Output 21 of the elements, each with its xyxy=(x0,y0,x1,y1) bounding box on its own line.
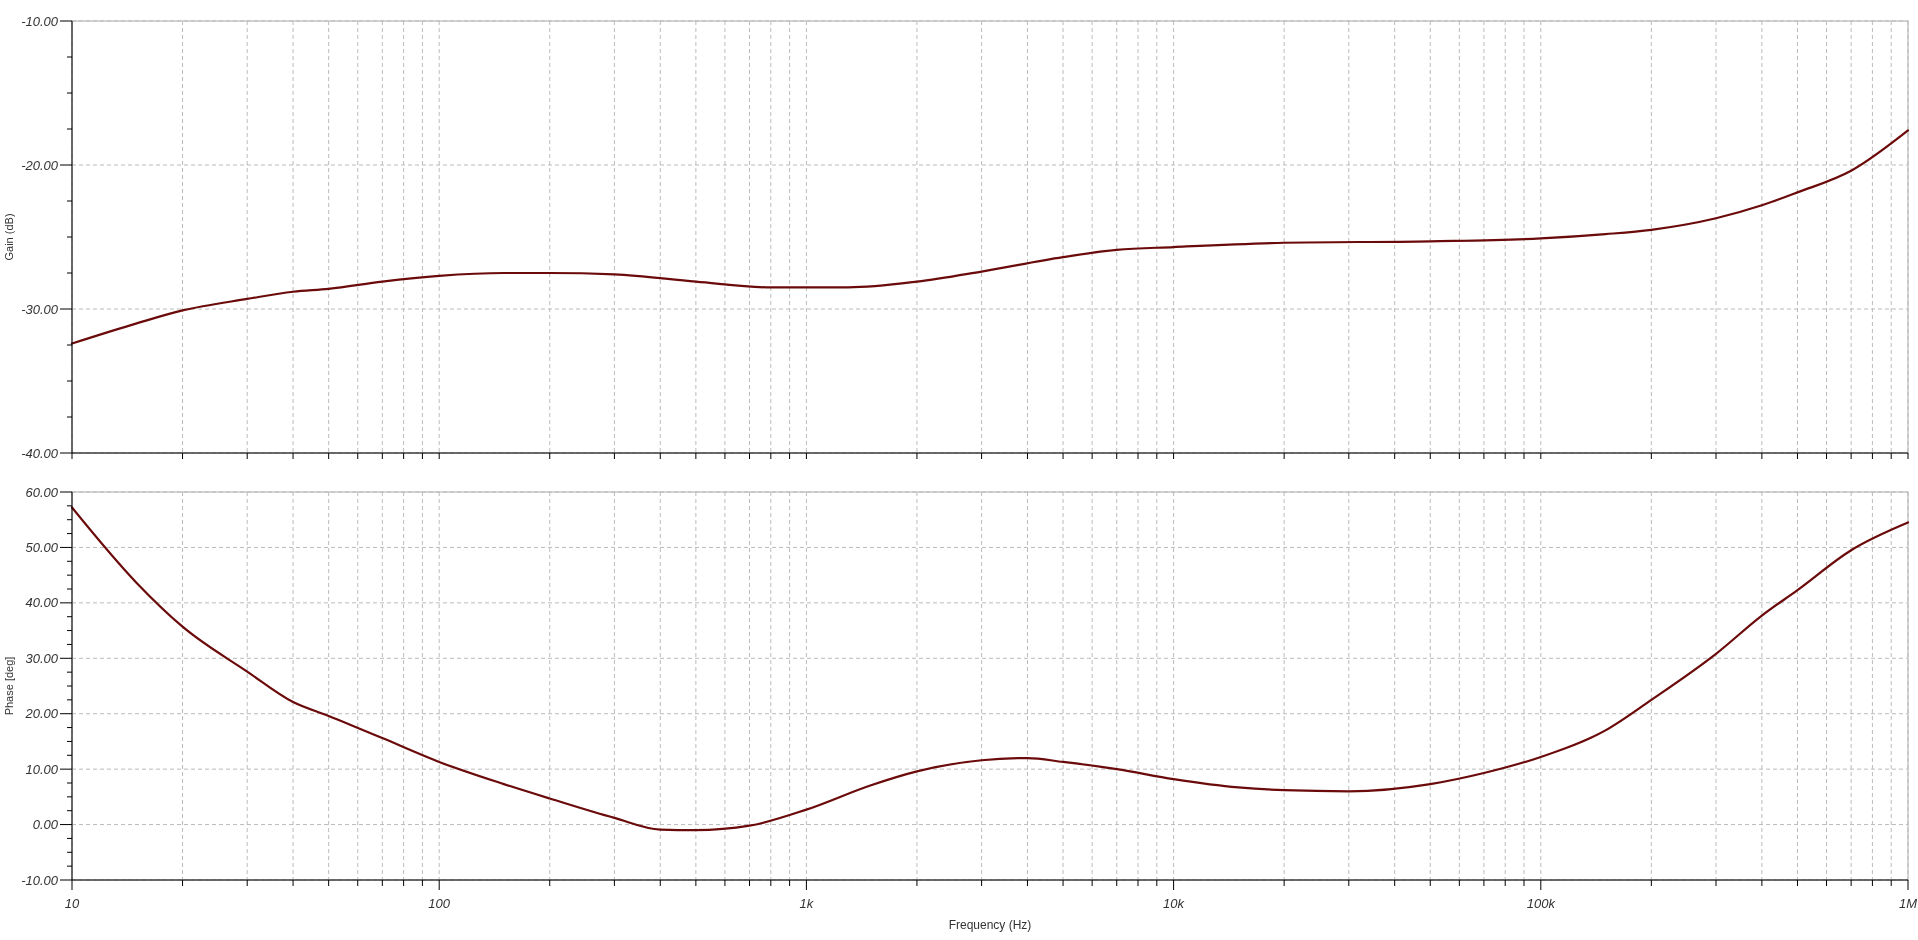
y-tick-label: -10.00 xyxy=(21,13,59,29)
x-tick-label: 1k xyxy=(799,896,815,911)
y-tick-label: 0.00 xyxy=(32,817,59,833)
y-tick-label: 40.00 xyxy=(25,595,59,611)
y-axis-title: Phase [deg] xyxy=(3,656,15,716)
x-tick-label: 100 xyxy=(428,896,451,911)
y-tick-label: 50.00 xyxy=(25,539,59,555)
y-tick-label: 20.00 xyxy=(24,706,59,722)
y-tick-label: -30.00 xyxy=(21,301,59,317)
y-tick-label: 10.00 xyxy=(25,761,59,777)
x-tick-label: 10k xyxy=(1163,896,1186,911)
y-tick-label: 30.00 xyxy=(25,650,59,666)
y-tick-label: -10.00 xyxy=(21,872,59,888)
x-axis-title: Frequency (Hz) xyxy=(948,918,1032,932)
y-tick-label: 60.00 xyxy=(25,484,59,500)
y-tick-label: -20.00 xyxy=(21,157,59,173)
x-tick-label: 100k xyxy=(1526,896,1557,911)
x-tick-label: 1M xyxy=(1898,896,1918,911)
y-axis-title: Gain (dB) xyxy=(3,213,15,261)
y-tick-label: -40.00 xyxy=(21,445,59,461)
x-tick-label: 10 xyxy=(64,896,80,911)
